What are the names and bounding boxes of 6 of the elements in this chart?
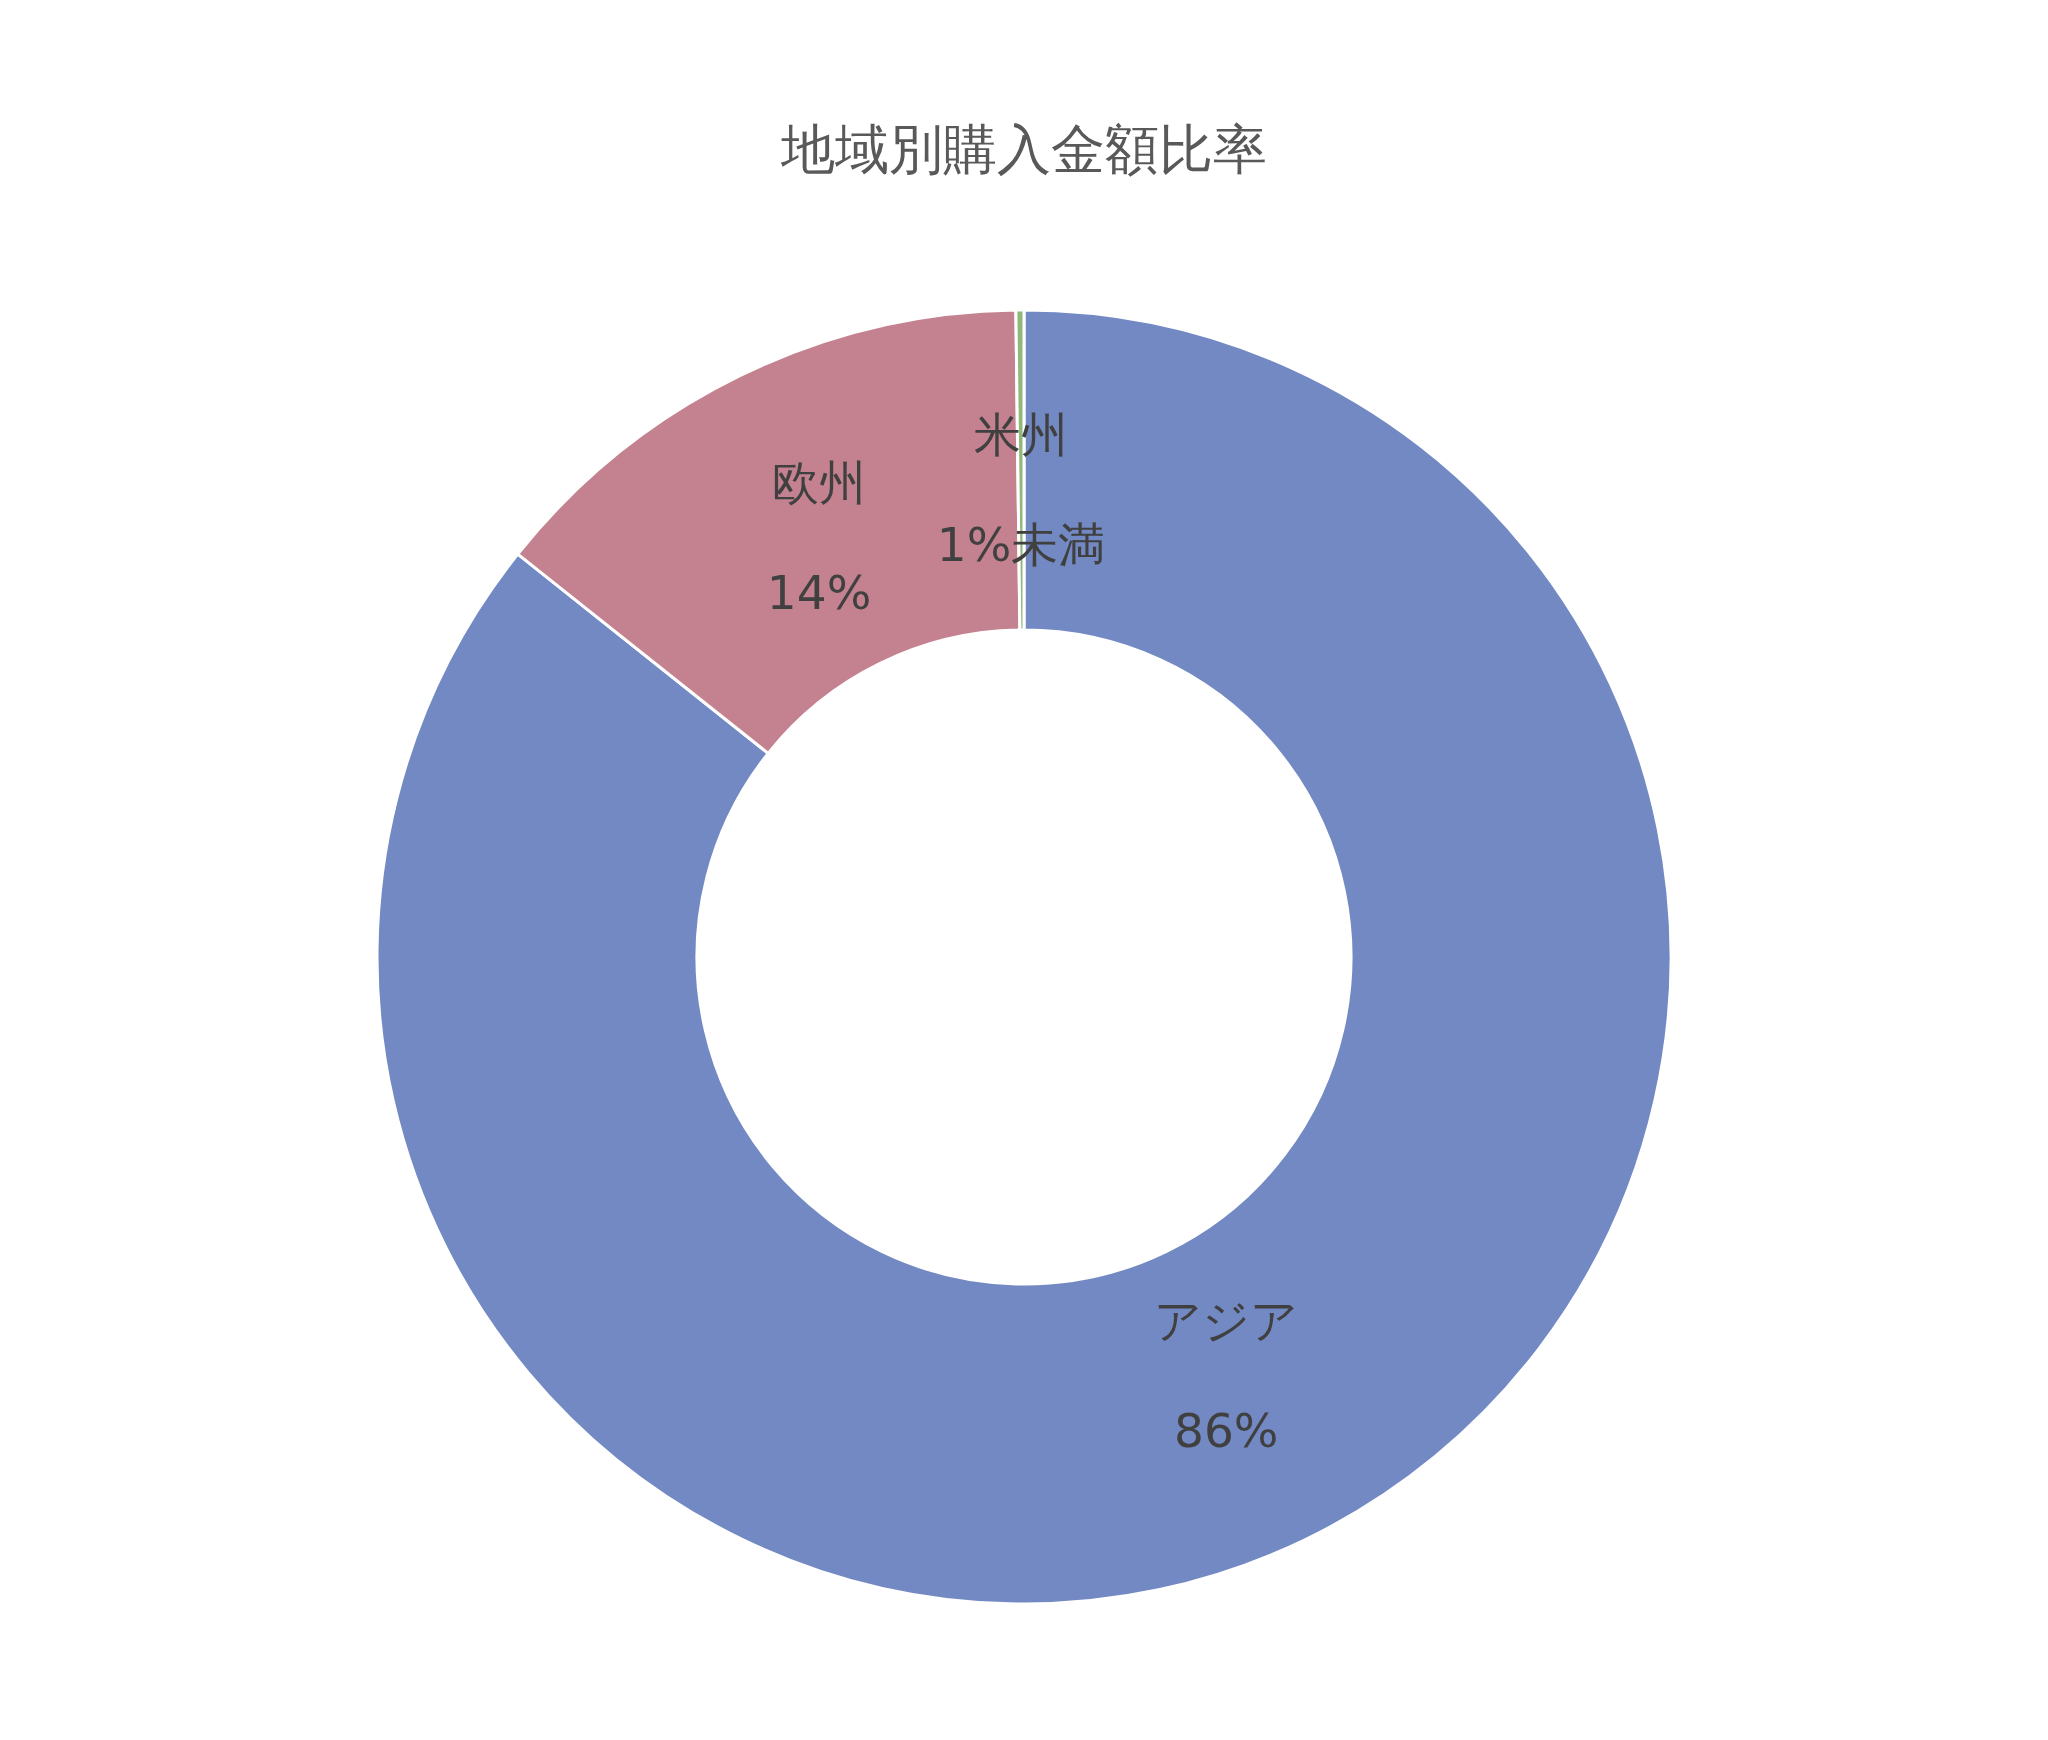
slice-label: アジア: [1154, 1292, 1299, 1348]
slice-label: 欧州: [772, 454, 867, 510]
chart-title: 地域別購入金額比率: [780, 118, 1267, 181]
donut-slice: [375, 308, 1673, 1605]
data-label: 86%: [1174, 1402, 1279, 1458]
data-label: 14%: [766, 564, 872, 620]
